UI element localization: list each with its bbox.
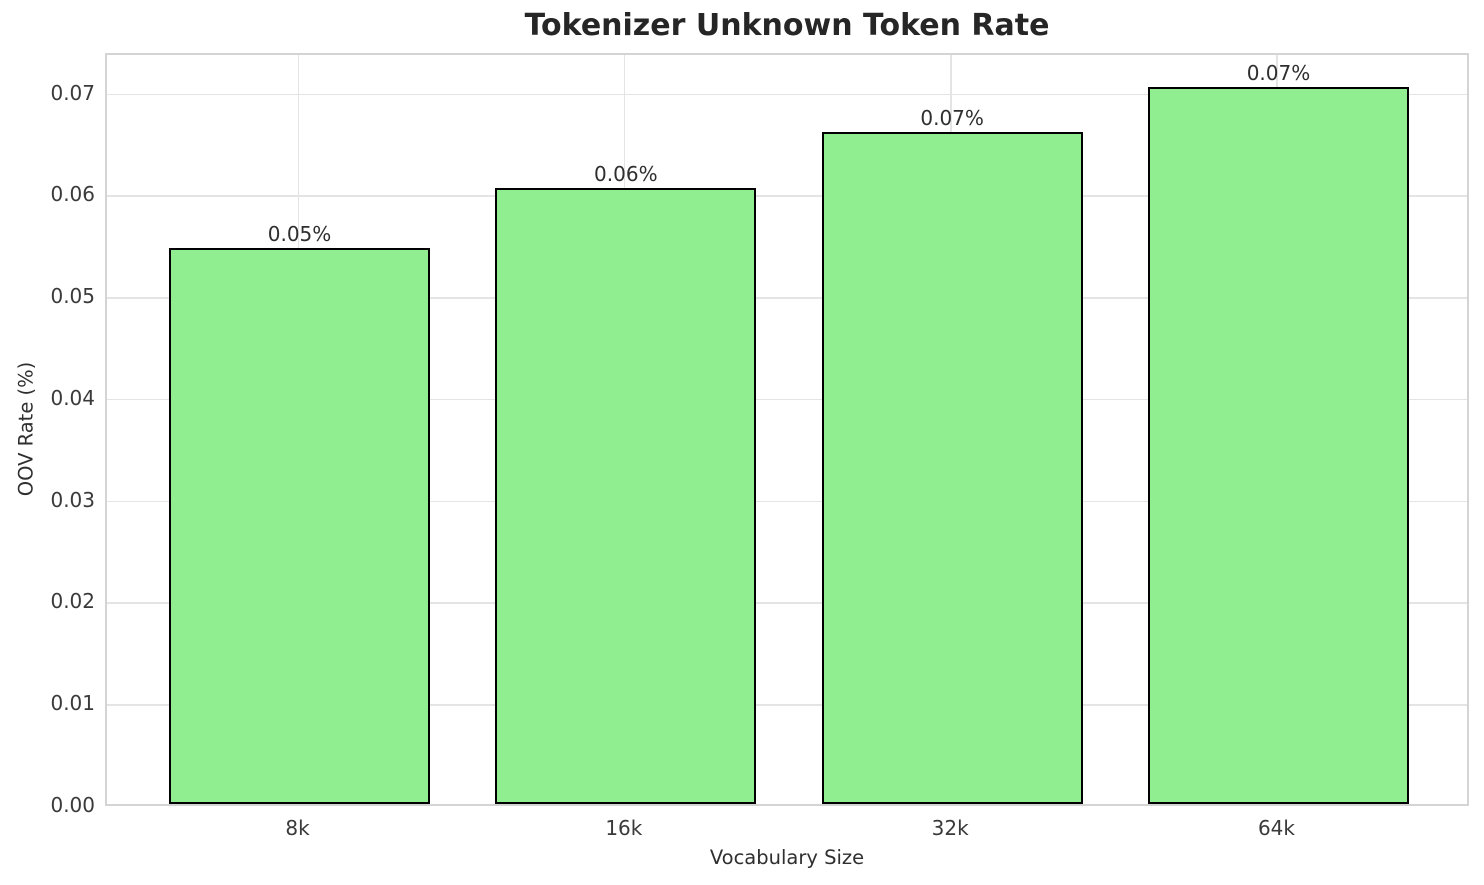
bar-value-label-8k: 0.05% [267,222,332,247]
gridline-horizontal [107,704,1467,706]
gridline-horizontal [107,398,1467,401]
bar-64k [1147,86,1409,804]
x-tick-label-32k: 32k [931,816,969,840]
y-tick-label: 0.04 [50,385,95,410]
y-axis-label: OOV Rate (%) [14,361,38,497]
gridline-horizontal [107,500,1467,503]
y-tick-label: 0.02 [50,589,95,614]
plot-area: 0.05% 0.06% 0.07% 0.07% [105,53,1469,806]
bar-32k [821,132,1083,804]
y-tick-label: 0.05 [50,284,95,309]
x-axis-label: Vocabulary Size [709,846,865,869]
y-tick-label: 0.00 [50,793,95,817]
bar-value-label-32k: 0.07% [920,106,984,131]
y-tick-label: 0.01 [50,691,95,716]
x-tick-label-16k: 16k [605,816,643,840]
bar-value-label-64k: 0.07% [1246,60,1311,85]
bar-8k [169,248,431,804]
chart-title: Tokenizer Unknown Token Rate [524,8,1050,43]
gridline-horizontal [107,195,1467,197]
x-tick-label-8k: 8k [285,816,310,840]
y-tick-label: 0.03 [50,487,95,512]
gridline-horizontal [107,602,1467,604]
y-tick-label: 0.07 [50,80,95,105]
y-tick-label: 0.06 [50,182,95,207]
bar-value-label-16k: 0.06% [594,162,658,187]
bar-16k [495,188,757,804]
gridline-horizontal [107,93,1467,96]
x-tick-label-64k: 64k [1257,816,1295,840]
gridline-horizontal [107,297,1467,299]
